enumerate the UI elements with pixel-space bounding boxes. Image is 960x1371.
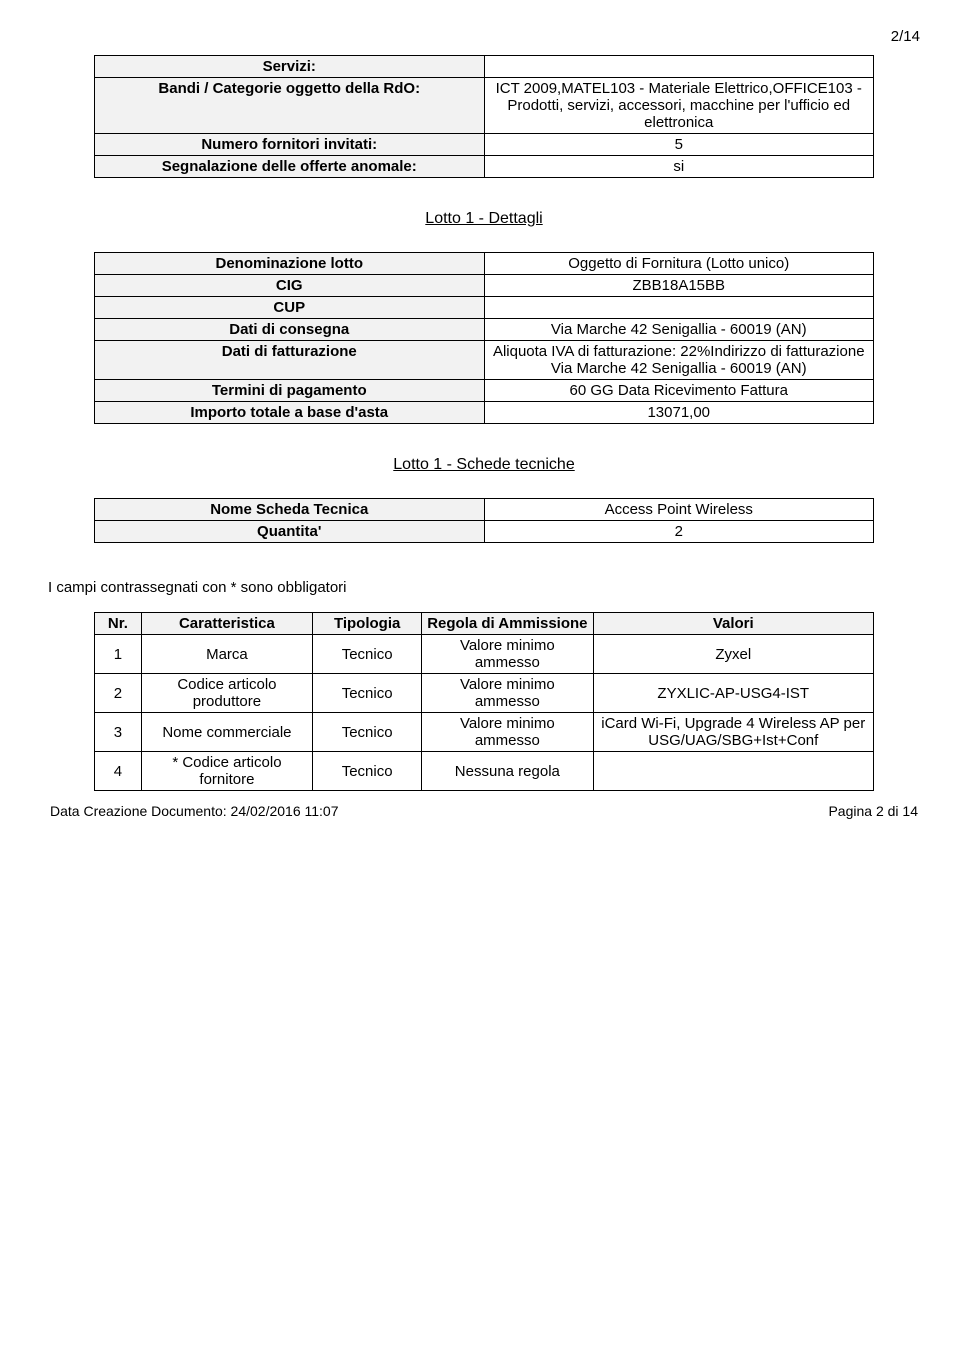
carat-cell: Zyxel: [593, 635, 873, 674]
carat-cell: iCard Wi-Fi, Upgrade 4 Wireless AP per U…: [593, 713, 873, 752]
table-label: Servizi:: [95, 56, 485, 78]
table-value: Aliquota IVA di fatturazione: 22%Indiriz…: [484, 341, 874, 380]
table-value: ZBB18A15BB: [484, 275, 874, 297]
carat-cell: Valore minimo ammesso: [422, 674, 593, 713]
carat-cell: [593, 752, 873, 791]
carat-cell: 3: [95, 713, 142, 752]
asterisk-note: I campi contrassegnati con * sono obblig…: [48, 579, 920, 596]
carat-cell: 1: [95, 635, 142, 674]
table-label: Segnalazione delle offerte anomale:: [95, 156, 485, 178]
table-value: 5: [484, 134, 874, 156]
carat-cell: Tecnico: [313, 674, 422, 713]
table-value: Oggetto di Fornitura (Lotto unico): [484, 253, 874, 275]
carat-cell: Valore minimo ammesso: [422, 635, 593, 674]
carat-header: Regola di Ammissione: [422, 613, 593, 635]
table-label: Numero fornitori invitati:: [95, 134, 485, 156]
table-label: Termini di pagamento: [95, 380, 485, 402]
table-label: Dati di consegna: [95, 319, 485, 341]
lotto-table: Denominazione lottoOggetto di Fornitura …: [94, 252, 874, 424]
page-footer: Data Creazione Documento: 24/02/2016 11:…: [48, 803, 920, 819]
carat-cell: Codice articolo produttore: [141, 674, 312, 713]
carat-cell: Valore minimo ammesso: [422, 713, 593, 752]
carat-cell: Tecnico: [313, 752, 422, 791]
carat-cell: Tecnico: [313, 635, 422, 674]
info-table: Servizi:Bandi / Categorie oggetto della …: [94, 55, 874, 178]
table-value: ICT 2009,MATEL103 - Materiale Elettrico,…: [484, 78, 874, 134]
table-value: Access Point Wireless: [484, 499, 874, 521]
carat-header: Nr.: [95, 613, 142, 635]
carat-header: Valori: [593, 613, 873, 635]
footer-left: Data Creazione Documento: 24/02/2016 11:…: [50, 803, 339, 819]
schede-table: Nome Scheda TecnicaAccess Point Wireless…: [94, 498, 874, 543]
carat-cell: Nessuna regola: [422, 752, 593, 791]
table-label: CIG: [95, 275, 485, 297]
table-value: [484, 297, 874, 319]
table-label: Dati di fatturazione: [95, 341, 485, 380]
page-indicator: 2/14: [48, 28, 920, 45]
table-value: 60 GG Data Ricevimento Fattura: [484, 380, 874, 402]
table-value: si: [484, 156, 874, 178]
carat-cell: ZYXLIC-AP-USG4-IST: [593, 674, 873, 713]
table-label: Importo totale a base d'asta: [95, 402, 485, 424]
carat-cell: Tecnico: [313, 713, 422, 752]
carat-cell: Marca: [141, 635, 312, 674]
carat-cell: 4: [95, 752, 142, 791]
carat-table: Nr.CaratteristicaTipologiaRegola di Ammi…: [94, 612, 874, 791]
table-label: Denominazione lotto: [95, 253, 485, 275]
carat-header: Caratteristica: [141, 613, 312, 635]
table-label: Bandi / Categorie oggetto della RdO:: [95, 78, 485, 134]
table-label: Nome Scheda Tecnica: [95, 499, 485, 521]
footer-right: Pagina 2 di 14: [828, 803, 918, 819]
table-label: Quantita': [95, 521, 485, 543]
carat-header: Tipologia: [313, 613, 422, 635]
table-value: 13071,00: [484, 402, 874, 424]
table-value: Via Marche 42 Senigallia - 60019 (AN): [484, 319, 874, 341]
carat-cell: * Codice articolo fornitore: [141, 752, 312, 791]
table-label: CUP: [95, 297, 485, 319]
table-value: [484, 56, 874, 78]
carat-cell: 2: [95, 674, 142, 713]
table-value: 2: [484, 521, 874, 543]
lotto-heading: Lotto 1 - Dettagli: [48, 210, 920, 228]
carat-cell: Nome commerciale: [141, 713, 312, 752]
schede-heading: Lotto 1 - Schede tecniche: [48, 456, 920, 474]
